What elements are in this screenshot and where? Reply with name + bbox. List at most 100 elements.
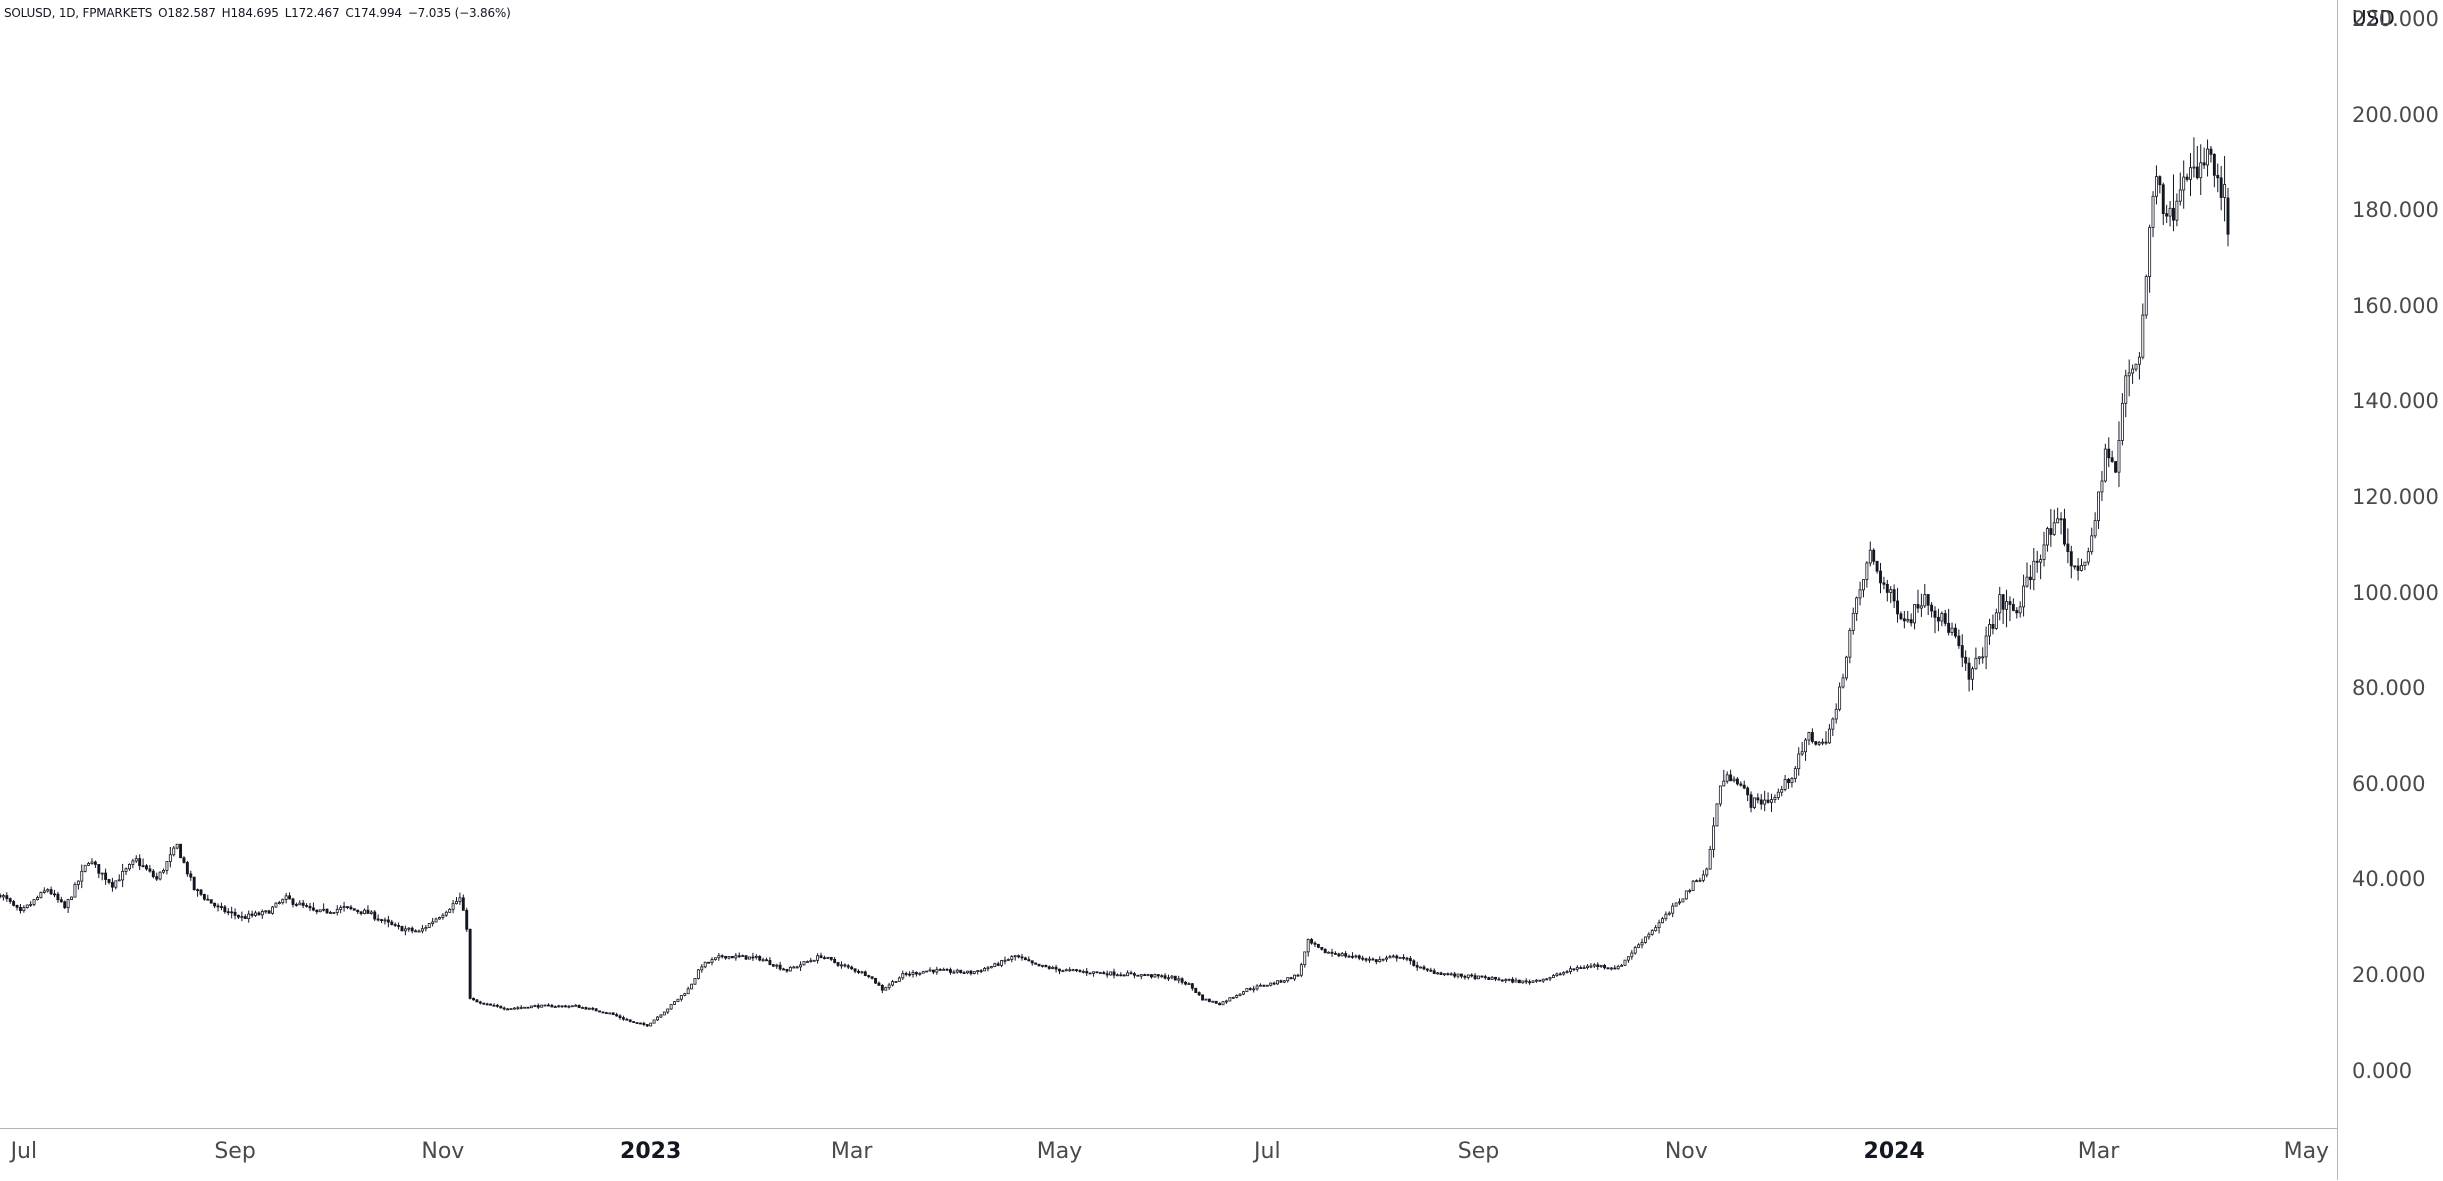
time-tick-label: Jul bbox=[1254, 1139, 1281, 1164]
candle-body-up bbox=[318, 909, 322, 913]
candle-body-up bbox=[46, 889, 50, 892]
candle-body-down bbox=[1173, 975, 1177, 981]
time-tick-label: Sep bbox=[1457, 1139, 1500, 1164]
candle-body-up bbox=[690, 983, 694, 990]
candle-body-up bbox=[972, 971, 976, 974]
candle-body-up bbox=[1722, 780, 1726, 787]
candle-body-up bbox=[1637, 944, 1641, 948]
candle-body-up bbox=[1674, 902, 1678, 907]
candle-body-up bbox=[1678, 901, 1681, 904]
candle-body-down bbox=[1351, 955, 1354, 958]
candle-body-up bbox=[1255, 985, 1259, 990]
candle-body-up bbox=[788, 966, 792, 972]
candle-body-up bbox=[1, 895, 5, 898]
candle-body-up bbox=[1340, 953, 1344, 957]
candle-body-up bbox=[2134, 363, 2138, 370]
candle-body-up bbox=[1442, 973, 1446, 976]
candle-body-up bbox=[1800, 751, 1804, 755]
candle-body-up bbox=[2039, 559, 2043, 563]
candle-body-down bbox=[857, 970, 860, 973]
candle-body-up bbox=[567, 1005, 571, 1008]
candle-body-up bbox=[1293, 974, 1297, 980]
candle-body-down bbox=[1787, 778, 1790, 784]
candle-body-up bbox=[1286, 977, 1290, 982]
candle-body-up bbox=[1919, 605, 1923, 609]
candle-body-up bbox=[1569, 968, 1572, 972]
candle-body-down bbox=[1330, 951, 1334, 954]
candle-body-up bbox=[1231, 996, 1235, 999]
candle-body-up bbox=[271, 906, 274, 914]
candle-body-up bbox=[1981, 656, 1985, 659]
candle-body-up bbox=[420, 928, 424, 932]
candle-body-up bbox=[1555, 973, 1559, 976]
time-axis[interactable]: Jul Sep Nov 2023 Mar May Jul Sep Nov 2024 Mar May bbox=[0, 1128, 2337, 1181]
currency-label: USD bbox=[2352, 6, 2395, 30]
candle-body-up bbox=[1153, 974, 1157, 978]
candle-body-up bbox=[121, 870, 125, 881]
candle-body-down bbox=[635, 1022, 639, 1024]
candle-body-up bbox=[1599, 964, 1603, 967]
candle-body-up bbox=[1098, 972, 1102, 974]
candle-body-down bbox=[1054, 966, 1058, 970]
candle-body-up bbox=[1228, 997, 1232, 1002]
candlestick-chart[interactable] bbox=[0, 0, 2337, 1128]
candle-body-down bbox=[1446, 973, 1450, 976]
candle-body-up bbox=[1804, 739, 1808, 753]
candle-body-up bbox=[25, 904, 29, 909]
candle-body-down bbox=[1735, 778, 1739, 785]
candle-body-up bbox=[83, 864, 87, 872]
candle-body-up bbox=[1725, 774, 1729, 782]
candle-body-down bbox=[618, 1015, 622, 1019]
candle-body-up bbox=[1068, 969, 1072, 972]
candle-body-up bbox=[509, 1008, 513, 1011]
candle-body-up bbox=[652, 1019, 656, 1024]
candle-body-down bbox=[1453, 973, 1457, 977]
candle-body-up bbox=[1368, 958, 1371, 961]
price-tick-label: 80.000 bbox=[2352, 676, 2426, 701]
candle-body-up bbox=[1688, 890, 1692, 892]
candle-body-up bbox=[901, 973, 905, 979]
candle-body-up bbox=[533, 1005, 537, 1007]
candle-body-down bbox=[2107, 448, 2111, 459]
candle-body-down bbox=[730, 956, 734, 959]
candle-body-down bbox=[914, 972, 918, 975]
candle-body-down bbox=[472, 997, 475, 1001]
candle-body-down bbox=[737, 955, 741, 958]
candle-body-down bbox=[1408, 958, 1412, 962]
candle-body-down bbox=[867, 975, 871, 978]
candle-body-up bbox=[942, 968, 946, 971]
candle-body-down bbox=[1088, 972, 1092, 975]
candle-body-down bbox=[196, 889, 200, 892]
candle-body-down bbox=[2008, 601, 2012, 605]
candle-body-down bbox=[724, 955, 728, 959]
candle-body-up bbox=[32, 899, 36, 905]
candle-body-down bbox=[853, 968, 857, 972]
candle-body-down bbox=[707, 961, 711, 964]
candle-body-down bbox=[1885, 583, 1889, 593]
candle-body-up bbox=[277, 902, 281, 905]
candle-body-down bbox=[1872, 549, 1876, 562]
candle-body-down bbox=[373, 911, 377, 920]
candle-body-down bbox=[366, 909, 370, 914]
candle-body-down bbox=[632, 1021, 636, 1023]
candle-body-up bbox=[1712, 825, 1716, 850]
candle-body-up bbox=[1923, 594, 1927, 607]
candle-body-up bbox=[1664, 913, 1668, 920]
candle-body-down bbox=[1163, 975, 1167, 979]
price-axis[interactable]: USD 220.000 200.000 180.000 160.000 140.000 1… bbox=[2337, 0, 2443, 1180]
candle-body-up bbox=[686, 988, 690, 995]
candle-body-up bbox=[989, 966, 993, 969]
candle-body-up bbox=[1504, 979, 1508, 982]
candle-body-up bbox=[1950, 627, 1954, 633]
candle-body-down bbox=[1316, 943, 1320, 948]
candle-body-down bbox=[226, 911, 230, 914]
candle-body-up bbox=[955, 969, 959, 973]
candle-body-up bbox=[1695, 880, 1698, 883]
candle-body-up bbox=[2175, 200, 2179, 221]
candle-body-up bbox=[1698, 879, 1702, 882]
candle-body-down bbox=[751, 956, 755, 959]
candle-body-up bbox=[543, 1004, 547, 1007]
candle-body-down bbox=[49, 889, 53, 895]
candle-body-up bbox=[1834, 708, 1838, 720]
candle-body-down bbox=[1497, 978, 1501, 981]
